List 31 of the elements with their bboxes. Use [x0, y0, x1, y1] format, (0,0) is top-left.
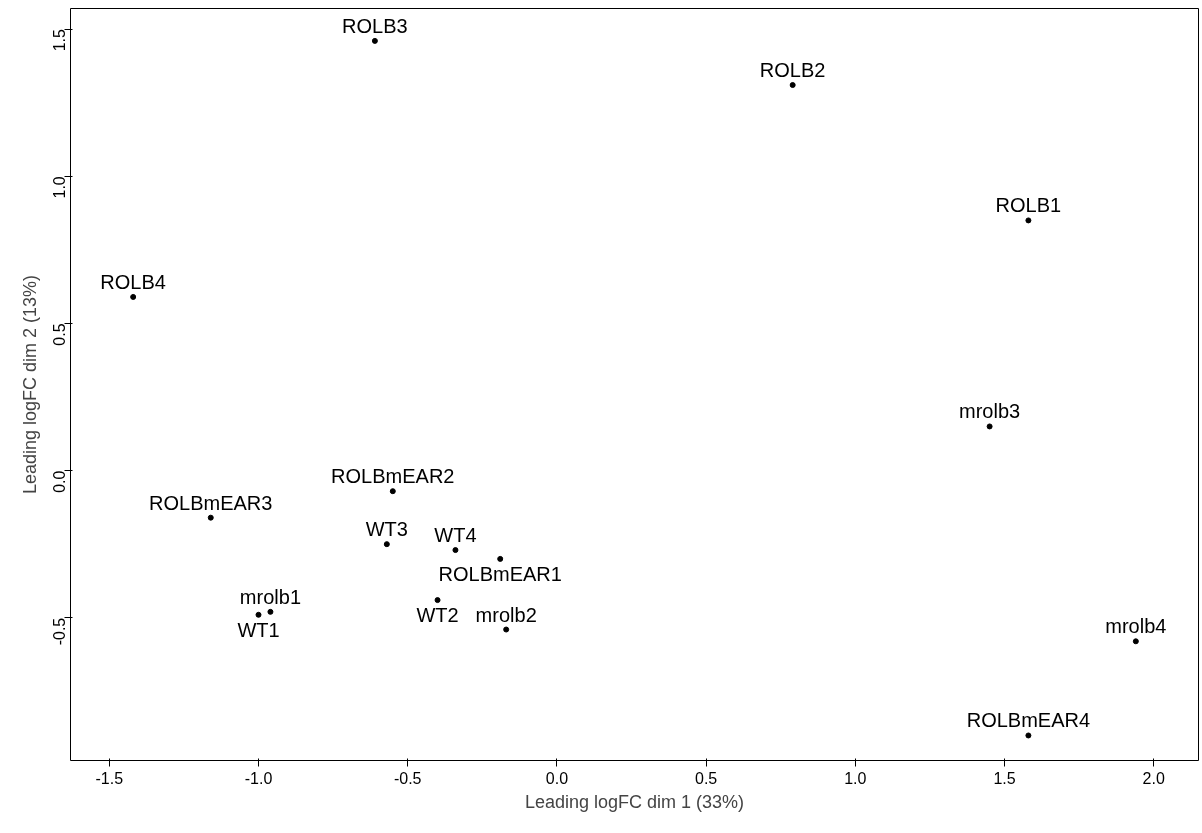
series-label: WT2 [416, 604, 459, 627]
series-label: WT1 [237, 618, 280, 641]
x-tick-label: 1.0 [844, 769, 867, 787]
series-label: WT4 [434, 524, 477, 547]
x-tick-label: -1.5 [95, 769, 124, 787]
series-label: mrolb3 [959, 400, 1021, 423]
series-label: ROLBmEAR3 [149, 491, 273, 514]
x-tick-label: 0.5 [695, 769, 718, 787]
x-axis-title: Leading logFC dim 1 (33%) [524, 791, 745, 812]
x-tick-label: -1.0 [244, 769, 273, 787]
y-tick-label: 0.5 [51, 323, 69, 346]
series-label: ROLB1 [995, 194, 1062, 217]
series-label: mrolb1 [239, 585, 302, 608]
y-tick-label: 1.5 [51, 29, 69, 52]
x-tick-label: 1.5 [993, 769, 1016, 787]
series-label: ROLB2 [759, 59, 826, 82]
series-label: mrolb4 [1105, 615, 1167, 638]
series-label: ROLBmEAR4 [966, 709, 1091, 732]
y-axis-title: Leading logFC dim 2 (13%) [19, 274, 40, 495]
series-label: WT3 [365, 518, 408, 541]
y-tick-label: -0.5 [51, 617, 69, 646]
series-label: ROLB3 [342, 14, 408, 37]
y-tick-label: 1.0 [51, 176, 69, 199]
series-label: ROLBmEAR2 [331, 465, 455, 488]
x-tick-label: 2.0 [1142, 769, 1165, 787]
series-label: ROLBmEAR1 [438, 562, 562, 585]
x-tick-label: 0.0 [545, 769, 569, 787]
series-label: mrolb2 [475, 603, 537, 626]
y-tick-label: 0.0 [51, 470, 69, 493]
series-label: ROLB4 [100, 270, 166, 293]
x-tick-label: -0.5 [393, 769, 422, 787]
